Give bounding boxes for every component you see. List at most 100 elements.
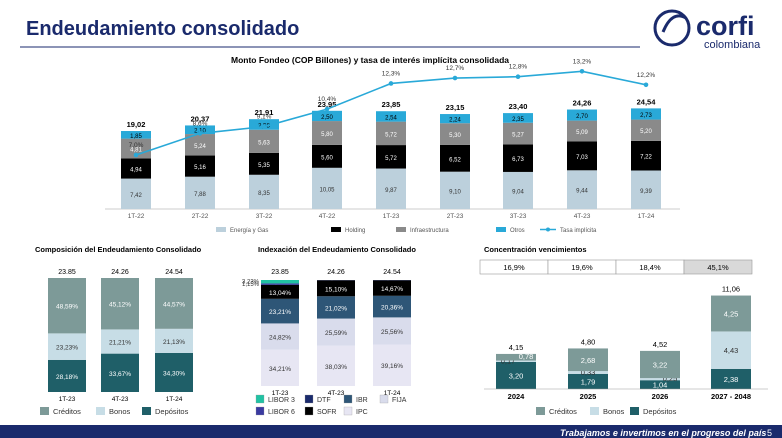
bar-segment	[249, 174, 279, 209]
bar-segment	[261, 349, 299, 386]
total-label: 24.54	[383, 269, 401, 276]
x-tick-label: 4T-23	[574, 213, 591, 220]
legend-label: SOFR	[317, 409, 336, 416]
chart-title: Concentración vencimientos	[484, 245, 587, 254]
value-label: 4,81	[130, 147, 142, 153]
value-label: 7,03	[576, 155, 588, 161]
x-tick-label: 4T-22	[319, 213, 336, 220]
bar-segment	[312, 144, 342, 168]
bar-segment	[376, 121, 406, 146]
tasa-label: 9,1%	[257, 114, 272, 121]
tasa-point	[643, 82, 649, 88]
bar-segment	[440, 114, 470, 124]
bar-segment	[568, 373, 608, 389]
bar-segment	[373, 280, 411, 296]
value-label: 21,21%	[109, 340, 131, 347]
total-label: 24,54	[637, 97, 657, 106]
bar-segment	[631, 140, 661, 171]
footer-tagline: Trabajamos e invertimos en el progreso d…	[560, 428, 766, 438]
value-label: 34,30%	[163, 370, 185, 377]
bar-segment	[317, 296, 355, 319]
value-label: 4,94	[130, 167, 142, 173]
bar-segment	[261, 283, 299, 285]
bar-segment	[567, 141, 597, 171]
bar-segment	[711, 295, 751, 332]
legend-swatch	[536, 407, 545, 415]
value-label: 5,35	[258, 163, 270, 169]
legend-swatch	[40, 407, 49, 415]
x-tick-label: 1T-24	[166, 396, 183, 403]
chart-title: Indexación del Endeudamiento Consolidado	[258, 245, 416, 254]
x-tick-label: 3T-23	[510, 213, 527, 220]
logo-main-text: corfi	[696, 11, 755, 41]
value-label: 1,85	[130, 134, 142, 140]
legend-label: DTF	[317, 397, 331, 404]
value-label: 3,20	[509, 371, 524, 380]
legend-swatch	[343, 394, 353, 404]
value-label: 2,24	[449, 118, 461, 124]
legend-swatch	[142, 407, 151, 415]
value-label: 25,59%	[325, 330, 347, 337]
total-label: 23,15	[446, 103, 465, 112]
bar-segment	[317, 345, 355, 386]
legend-swatch	[343, 406, 353, 416]
bar-segment	[48, 359, 86, 392]
value-label: 48,59%	[56, 304, 78, 311]
percent-cell	[683, 259, 753, 275]
page-title: Endeudamiento consolidado	[26, 18, 300, 40]
value-label: 0,33	[581, 368, 596, 377]
tasa-point	[197, 131, 203, 136]
bar-segment	[312, 110, 342, 122]
bar-segment	[376, 168, 406, 209]
value-label: 5,27	[512, 133, 524, 139]
bar-segment	[312, 121, 342, 145]
value-label: 9,44	[576, 189, 588, 195]
corfi-logo: corfi colombiana	[653, 9, 761, 51]
tasa-point	[515, 74, 521, 79]
total-label: 23.85	[271, 269, 289, 276]
value-label: 2,68	[581, 356, 596, 365]
value-label: 23,23%	[56, 345, 78, 352]
value-label: 7,88	[194, 192, 206, 198]
bar-segment	[503, 171, 533, 209]
bar-segment	[249, 152, 279, 175]
value-label: 1,04	[653, 381, 668, 390]
value-label: 28,18%	[56, 374, 78, 381]
bar-segment	[121, 158, 151, 179]
bar-segment	[376, 145, 406, 169]
x-tick-label: 2026	[652, 392, 669, 401]
value-label: 10,05	[319, 187, 335, 193]
bar-segment	[317, 318, 355, 346]
value-label: 21,13%	[163, 339, 185, 346]
legend-swatch	[255, 406, 265, 416]
legend-swatch	[304, 406, 314, 416]
fondeo-chart: Monto Fondeo (COP Billones) y tasa de in…	[105, 55, 680, 234]
legend-label: LIBOR 6	[268, 409, 295, 416]
total-label: 24.26	[111, 269, 129, 276]
bar-segment	[121, 178, 151, 209]
value-label: 5,72	[385, 156, 397, 162]
legend-label: LIBOR 3	[268, 397, 295, 404]
x-tick-label: 3T-22	[256, 213, 273, 220]
bar-segment	[640, 350, 680, 379]
legend-swatch	[216, 227, 226, 232]
total-label: 21,91	[255, 108, 274, 117]
value-label: 5,72	[385, 132, 397, 138]
legend-label: Otros	[510, 228, 525, 234]
bar-segment	[711, 331, 751, 369]
value-label: 6,73	[512, 157, 524, 163]
legend-label: Bonos	[603, 407, 625, 416]
tasa-label: 12,3%	[382, 70, 401, 77]
bar-segment	[121, 131, 151, 139]
tasa-label: 12,7%	[446, 65, 465, 72]
value-label: 5,20	[640, 129, 652, 135]
tasa-label: 8,6%	[193, 120, 208, 127]
legend-label: Infraestructura	[410, 228, 449, 234]
tasa-label: 12,8%	[509, 64, 528, 71]
bar-segment	[155, 352, 193, 392]
bar-segment	[312, 167, 342, 209]
bar-segment	[640, 378, 680, 381]
tasa-point	[452, 75, 458, 81]
value-label: 2,54	[385, 115, 397, 121]
value-label: 3,22	[653, 360, 668, 369]
